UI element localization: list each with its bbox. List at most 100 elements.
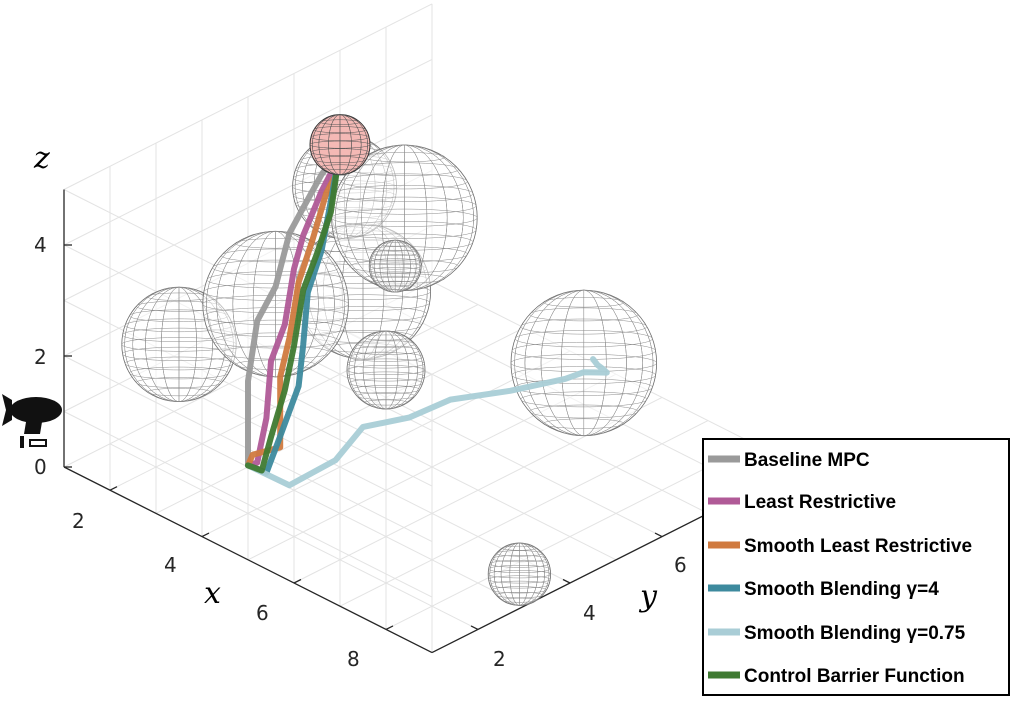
obstacle-sphere	[510, 289, 658, 437]
blimp-icon	[2, 394, 62, 448]
goal-marker	[309, 114, 371, 176]
sphere-latitude	[520, 391, 648, 408]
sphere-latitude	[351, 385, 421, 394]
z-tick-label: 4	[34, 233, 47, 257]
sphere-meridian	[370, 239, 421, 293]
grid-line	[247, 373, 617, 561]
legend-label: Baseline MPC	[744, 450, 870, 471]
sphere-latitude	[375, 280, 415, 287]
x-tick-mark	[293, 578, 302, 584]
sphere-latitude	[543, 297, 625, 308]
y-axis-label: y	[638, 579, 658, 614]
x-tick-label: 2	[72, 509, 85, 533]
sphere-latitude	[380, 285, 410, 290]
trajectory-least-restrictive	[245, 141, 343, 469]
grid-line	[155, 420, 525, 607]
sphere-latitude	[351, 346, 421, 355]
obstacle-sphere	[487, 542, 552, 606]
sphere-latitude	[529, 307, 639, 322]
legend-label: Smooth Least Restrictive	[744, 536, 972, 557]
goal-latitude	[313, 126, 367, 134]
sphere-latitude	[543, 418, 625, 429]
y-tick-mark	[562, 578, 571, 584]
sphere-latitude	[529, 404, 639, 419]
sphere-latitude	[372, 250, 418, 257]
sphere-latitude	[368, 262, 422, 270]
legend-label: Least Restrictive	[744, 492, 896, 513]
sphere-latitude	[347, 371, 425, 382]
obstacle-sphere	[346, 330, 426, 410]
legend-label: Smooth Blending γ=0.75	[744, 623, 966, 644]
x-tick-label: 8	[347, 647, 360, 671]
y-tick-mark	[470, 625, 479, 630]
sphere-meridian	[206, 230, 346, 378]
sphere-latitude	[206, 319, 345, 337]
sphere-latitude	[488, 565, 551, 573]
sphere-latitude	[375, 246, 415, 252]
legend: Baseline MPC Least Restrictive Smooth Le…	[702, 438, 1010, 696]
sphere-latitude	[129, 366, 229, 380]
sphere-latitude	[489, 580, 550, 589]
z-tick-label: 0	[34, 455, 47, 479]
goal-latitude	[313, 156, 367, 164]
sphere-latitude	[511, 341, 656, 360]
sphere-latitude	[380, 242, 410, 247]
sphere-latitude	[495, 591, 543, 599]
goal-latitude	[319, 119, 361, 125]
sphere-latitude	[520, 318, 648, 335]
y-tick-label: 2	[493, 647, 506, 671]
z-tick-label: 2	[34, 345, 47, 369]
sphere-latitude	[202, 295, 349, 314]
sphere-latitude	[370, 271, 420, 278]
sphere-latitude	[235, 238, 317, 249]
sphere-latitude	[514, 330, 653, 348]
sphere-latitude	[341, 173, 468, 190]
goal-latitude	[309, 140, 371, 149]
sphere-latitude	[364, 334, 408, 341]
sphere-latitude	[136, 377, 222, 388]
sphere-latitude	[370, 254, 420, 261]
y-tick-mark	[654, 532, 663, 538]
sphere-latitude	[489, 560, 550, 568]
sphere-meridian	[348, 330, 424, 410]
sphere-latitude	[147, 388, 211, 397]
sphere-latitude	[492, 555, 547, 563]
sphere-meridian	[489, 542, 550, 606]
grid-line	[109, 443, 479, 630]
sphere-latitude	[348, 352, 424, 362]
obstacle-sphere	[331, 144, 478, 292]
x-tick-label: 6	[256, 601, 269, 625]
sphere-latitude	[487, 570, 551, 579]
sphere-latitude	[203, 307, 348, 326]
sphere-latitude	[372, 276, 418, 283]
goal-meridian	[312, 114, 368, 175]
x-tick-mark	[109, 486, 118, 491]
goal-latitude	[319, 164, 361, 170]
trajectory-control-barrier-function	[245, 141, 343, 474]
sphere-latitude	[492, 586, 547, 594]
goal-latitude	[310, 148, 370, 156]
sphere-latitude	[488, 575, 551, 584]
sphere-latitude	[495, 550, 543, 557]
sphere-latitude	[356, 392, 416, 400]
sphere-latitude	[511, 366, 656, 384]
y-tick-label: 6	[674, 553, 687, 577]
sphere-latitude	[347, 358, 425, 369]
sphere-latitude	[501, 597, 537, 603]
y-tick-label: 4	[583, 601, 596, 625]
x-axis-line	[63, 466, 433, 654]
sphere-latitude	[332, 221, 477, 239]
obstacle-sphere	[368, 239, 422, 293]
legend-label: Control Barrier Function	[744, 666, 965, 687]
sphere-latitude	[501, 545, 537, 551]
sphere-latitude	[235, 359, 317, 370]
sphere-latitude	[356, 340, 416, 348]
x-tick-label: 4	[164, 553, 177, 577]
sphere-latitude	[369, 267, 422, 274]
sphere-latitude	[364, 399, 408, 406]
trajectory-smooth-blending-0-75	[245, 356, 610, 489]
legend-label: Smooth Blending γ=4	[744, 579, 939, 600]
x-tick-mark	[201, 532, 210, 538]
z-axis-label: z	[33, 141, 50, 176]
